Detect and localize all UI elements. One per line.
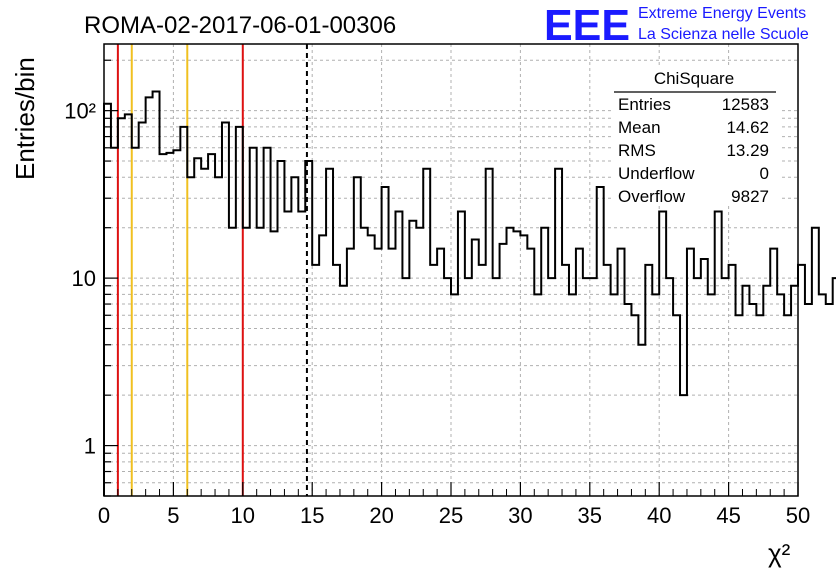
y-tick-label: 10	[72, 266, 96, 291]
stats-box-background	[612, 66, 780, 206]
x-tick-label: 50	[786, 503, 810, 528]
stats-value-entries: 12583	[722, 95, 769, 114]
y-tick-label: 10²	[64, 99, 96, 124]
x-tick-label: 45	[716, 503, 740, 528]
logo-line-2: La Scienza nelle Scuole	[638, 26, 809, 43]
x-tick-label: 30	[508, 503, 532, 528]
x-tick-label: 25	[439, 503, 463, 528]
stats-label-underflow: Underflow	[618, 164, 695, 183]
y-tick-label: 1	[84, 434, 96, 459]
logo-line-1: Extreme Energy Events	[638, 5, 806, 22]
stats-value-underflow: 0	[760, 164, 769, 183]
eee-logo: EEE Extreme Energy Events La Scienza nel…	[544, 1, 809, 50]
x-tick-label: 5	[167, 503, 179, 528]
stats-value-overflow: 9827	[731, 187, 769, 206]
x-tick-label: 10	[231, 503, 255, 528]
x-tick-label: 0	[98, 503, 110, 528]
x-tick-label: 20	[369, 503, 393, 528]
stats-label-rms: RMS	[618, 141, 656, 160]
x-tick-label: 40	[647, 503, 671, 528]
axis-ticks	[103, 59, 799, 497]
stats-label-mean: Mean	[618, 118, 661, 137]
stats-value-rms: 13.29	[726, 141, 769, 160]
stats-title: ChiSquare	[654, 69, 734, 88]
stats-box: ChiSquare Entries 12583 Mean 14.62 RMS 1…	[612, 66, 780, 206]
eee-logo-text: EEE	[544, 1, 630, 50]
stats-value-mean: 14.62	[726, 118, 769, 137]
y-tick-labels: 1 10 10²	[64, 99, 96, 459]
x-axis-label: χ²	[768, 538, 791, 568]
run-title: ROMA-02-2017-06-01-00306	[84, 12, 396, 39]
y-axis-label: Entries/bin	[10, 57, 40, 180]
x-tick-label: 15	[300, 503, 324, 528]
x-tick-labels: 0 5 10 15 20 25 30 35 40 45 50	[98, 503, 810, 528]
histogram-line	[103, 90, 836, 496]
x-tick-label: 35	[578, 503, 602, 528]
stats-label-overflow: Overflow	[618, 187, 686, 206]
stats-label-entries: Entries	[618, 95, 671, 114]
